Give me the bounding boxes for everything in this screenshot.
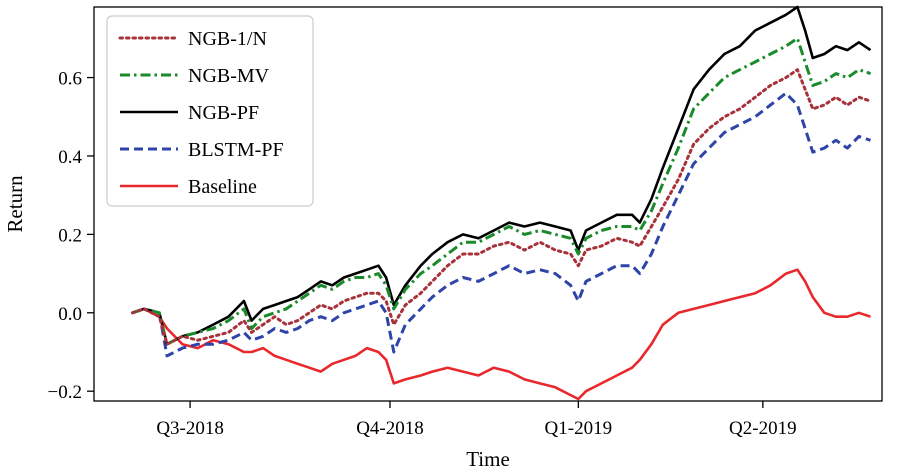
x-axis: Q3-2018 Q4-2018 Q1-2019 Q2-2019 [156,401,797,439]
y-tick-label: 0.4 [58,147,82,168]
y-axis-label: Return [3,175,27,233]
series-line-ngb-mv [131,36,871,346]
series-line-ngb-pf [131,5,872,346]
series-group [130,5,872,401]
legend-label: Baseline [188,176,257,198]
y-tick-label: 0.6 [58,69,82,90]
plot-frame [93,6,883,402]
legend: NGB-1/N NGB-MV NGB-PF BLSTM-PF Baseline [106,15,314,207]
series-line-blstm-pf [131,91,871,358]
y-tick-label: 0.2 [58,225,82,246]
legend-label: NGB-PF [188,102,259,124]
y-axis: −0.2 0.0 0.2 0.4 0.6 [48,69,94,403]
legend-label: NGB-MV [188,65,270,87]
x-tick-label: Q2-2019 [729,418,797,439]
legend-box [106,15,314,207]
y-tick-label: 0.0 [58,304,82,325]
x-tick-label: Q4-2018 [356,418,424,439]
x-tick-label: Q1-2019 [545,418,613,439]
x-tick-label: Q3-2018 [156,418,224,439]
legend-label: NGB-1/N [188,28,267,50]
legend-label: BLSTM-PF [188,139,284,161]
series-line-baseline [131,268,871,401]
x-axis-label: Time [466,447,510,471]
y-tick-label: −0.2 [48,382,82,403]
series-line-ngb-1-n [130,68,872,346]
